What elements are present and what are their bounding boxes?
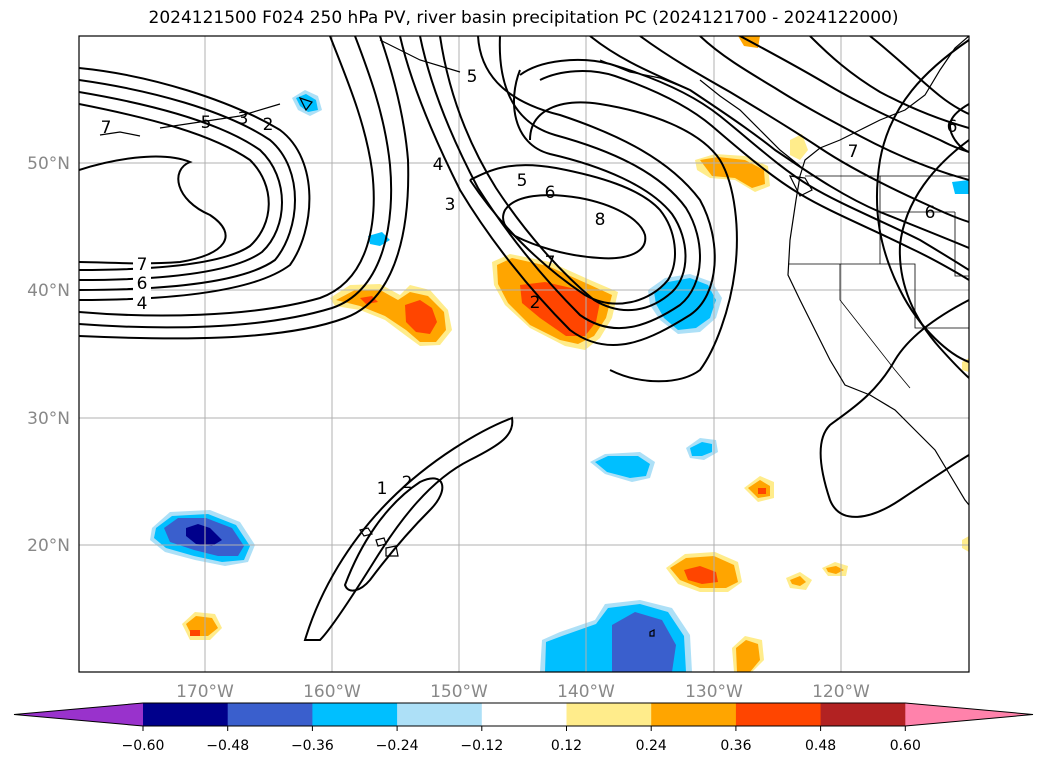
longitude-labels: 170°W 160°W 150°W 140°W 130°W 120°W: [176, 682, 870, 702]
lon-label-170: 170°W: [176, 682, 234, 702]
colorbar-tick-label: −0.12: [460, 738, 503, 754]
map-title: 2024121500 F024 250 hPa PV, river basin …: [148, 8, 899, 28]
gridlines: [79, 36, 969, 672]
contour-label-6d: 6: [947, 117, 958, 137]
contour-label-6c: 6: [925, 203, 936, 223]
colorbar-tick-label: 0.36: [720, 738, 751, 754]
colorbar-tick-label: 0.48: [805, 738, 836, 754]
lat-label-30: 30°N: [27, 409, 70, 429]
contour-label-6a: 6: [137, 274, 148, 294]
contour-label-2c: 2: [402, 473, 413, 493]
contour-label-7c: 7: [545, 253, 556, 273]
colorbar-tick-label: 0.60: [890, 738, 921, 754]
contour-label-5a: 5: [201, 113, 212, 133]
contour-label-2a: 2: [263, 115, 274, 135]
contour-label-4b: 4: [433, 155, 444, 175]
colorbar-extend-low: [14, 703, 143, 726]
lat-label-40: 40°N: [27, 281, 70, 301]
precip-shading: [150, 36, 969, 672]
colorbar-extend-high: [905, 703, 1033, 726]
lon-label-130: 130°W: [685, 682, 743, 702]
contour-label-2b: 2: [530, 293, 541, 313]
map-frame: [78, 35, 970, 673]
contour-labels: 7 6 4 7 5 3 2 5 4 3 5 6 8 7 2 1 2 7 6 6: [101, 67, 958, 499]
state-borders: [788, 175, 969, 389]
colorbar-tick-label: −0.36: [291, 738, 334, 754]
colorbar-segment: [651, 703, 737, 726]
colorbar-segment: [566, 703, 652, 726]
colorbar: −0.60 −0.48 −0.36 −0.24 −0.12 0.12 0.24 0.36 0.4…: [13, 702, 1034, 754]
contour-label-5c: 5: [517, 171, 528, 191]
lon-label-160: 160°W: [303, 682, 361, 702]
coastlines: [99, 36, 969, 637]
colorbar-segment: [397, 703, 483, 726]
contour-label-1: 1: [377, 479, 388, 499]
colorbar-tick-label: −0.60: [122, 738, 165, 754]
contour-label-7a: 7: [137, 255, 148, 275]
contour-label-4a: 4: [137, 294, 148, 314]
lon-label-120: 120°W: [812, 682, 870, 702]
colorbar-segment: [820, 703, 906, 726]
contour-label-6b: 6: [545, 183, 556, 203]
pv-contours: [79, 36, 969, 641]
colorbar-tick-label: 0.24: [636, 738, 667, 754]
lon-label-150: 150°W: [430, 682, 488, 702]
contour-label-8: 8: [595, 210, 606, 230]
colorbar-segment: [227, 703, 313, 726]
latitude-labels: 50°N 40°N 30°N 20°N: [27, 154, 70, 556]
lon-label-140: 140°W: [557, 682, 615, 702]
colorbar-segment: [735, 703, 822, 726]
contour-label-7d: 7: [848, 142, 859, 162]
lat-label-20: 20°N: [27, 536, 70, 556]
contour-label-3b: 3: [445, 195, 456, 215]
colorbar-tick-label: −0.24: [376, 738, 419, 754]
contour-label-3a: 3: [238, 109, 249, 129]
contour-label-7b: 7: [101, 118, 112, 138]
contour-label-5b: 5: [467, 67, 478, 87]
colorbar-segment: [143, 703, 229, 726]
colorbar-segment: [481, 703, 567, 726]
colorbar-tick-label: −0.48: [206, 738, 249, 754]
colorbar-tick-label: 0.12: [551, 738, 582, 754]
lat-label-50: 50°N: [27, 154, 70, 174]
colorbar-segment: [312, 703, 398, 726]
